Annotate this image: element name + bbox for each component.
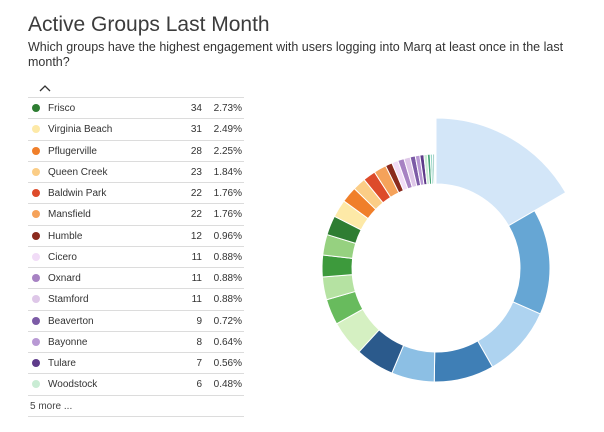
legend-label: Stamford: [48, 294, 89, 306]
legend-swatch: [32, 380, 40, 389]
legend-count: 11: [191, 273, 202, 284]
legend-item[interactable]: Frisco 34 2.73%: [28, 98, 244, 120]
legend-label: Mansfield: [48, 209, 91, 221]
legend-percent: 0.56%: [213, 358, 242, 369]
legend-label: Pflugerville: [48, 145, 97, 157]
legend-percent: 2.49%: [213, 124, 242, 136]
legend-item[interactable]: Tulare 7 0.56%: [28, 353, 244, 375]
legend-swatch: [32, 210, 40, 219]
legend-percent: 0.88%: [213, 273, 242, 284]
legend-count: 11: [191, 251, 202, 263]
legend-count: 22: [190, 188, 202, 199]
legend-item[interactable]: Beaverton 9 0.72%: [28, 311, 244, 332]
legend-more-label: 5 more ...: [30, 400, 73, 412]
legend-count: 9: [196, 315, 202, 327]
legend-count: 22: [190, 209, 202, 221]
legend-label: Humble: [48, 230, 83, 242]
legend-item[interactable]: Stamford 11 0.88%: [28, 289, 244, 311]
legend-percent: 1.76%: [213, 188, 242, 199]
legend-swatch: [32, 104, 40, 112]
legend-swatch: [32, 337, 40, 346]
legend-count: 28: [190, 145, 202, 157]
legend-item[interactable]: Pflugerville 28 2.25%: [28, 141, 244, 162]
donut-slice[interactable]: [435, 117, 567, 227]
legend-percent: 0.88%: [213, 294, 242, 306]
legend-percent: 1.84%: [213, 166, 242, 178]
legend-label: Tulare: [48, 358, 76, 369]
legend-swatch: [32, 125, 40, 134]
legend-percent: 0.48%: [213, 379, 242, 391]
legend-percent: 2.73%: [213, 103, 242, 114]
legend-swatch: [32, 231, 40, 240]
chart-legend: Frisco 34 2.73% Virginia Beach 31 2.49% Pfluge…: [28, 97, 244, 417]
legend-percent: 0.88%: [213, 251, 242, 263]
legend-count: 7: [196, 358, 202, 369]
legend-item[interactable]: Mansfield 22 1.76%: [28, 204, 244, 226]
legend-count: 11: [191, 294, 202, 306]
legend-label: Virginia Beach: [48, 124, 113, 136]
legend-count: 6: [196, 379, 202, 391]
legend-label: Baldwin Park: [48, 188, 107, 199]
legend-label: Bayonne: [48, 336, 88, 348]
chevron-up-icon[interactable]: [38, 83, 52, 93]
legend-count: 8: [196, 336, 202, 348]
legend-swatch: [32, 274, 40, 282]
legend-percent: 1.76%: [213, 209, 242, 221]
legend-label: Beaverton: [48, 315, 94, 327]
donut-chart: [321, 117, 567, 383]
legend-item[interactable]: Oxnard 11 0.88%: [28, 268, 244, 290]
legend-more-link[interactable]: 5 more ...: [28, 396, 244, 417]
legend-percent: 0.64%: [213, 336, 242, 348]
legend-swatch: [32, 252, 40, 261]
legend-label: Cicero: [48, 251, 77, 263]
legend-swatch: [32, 295, 40, 304]
legend-swatch: [32, 167, 40, 176]
legend-percent: 2.25%: [213, 145, 242, 157]
legend-swatch: [32, 146, 40, 155]
legend-percent: 0.72%: [213, 315, 242, 327]
legend-label: Frisco: [48, 103, 76, 114]
legend-count: 34: [190, 103, 202, 114]
legend-swatch: [32, 316, 40, 325]
chart-title: Active Groups Last Month: [28, 13, 270, 36]
legend-item[interactable]: Bayonne 8 0.64%: [28, 332, 244, 353]
legend-item[interactable]: Baldwin Park 22 1.76%: [28, 183, 244, 205]
legend-item[interactable]: Woodstock 6 0.48%: [28, 374, 244, 396]
legend-percent: 0.96%: [213, 230, 242, 242]
donut-slice[interactable]: [507, 209, 551, 315]
chart-subtitle: Which groups have the highest engagement…: [28, 40, 564, 69]
legend-item[interactable]: Cicero 11 0.88%: [28, 247, 244, 268]
legend-item[interactable]: Virginia Beach 31 2.49%: [28, 119, 244, 141]
legend-label: Oxnard: [48, 273, 81, 284]
legend-count: 12: [190, 230, 202, 242]
legend-count: 31: [190, 124, 202, 136]
legend-swatch: [32, 189, 40, 197]
legend-swatch: [32, 359, 40, 367]
legend-label: Woodstock: [48, 379, 98, 391]
legend-count: 23: [190, 166, 202, 178]
donut-slice[interactable]: [434, 153, 437, 185]
legend-label: Queen Creek: [48, 166, 108, 178]
legend-item[interactable]: Queen Creek 23 1.84%: [28, 162, 244, 183]
legend-item[interactable]: Humble 12 0.96%: [28, 226, 244, 247]
